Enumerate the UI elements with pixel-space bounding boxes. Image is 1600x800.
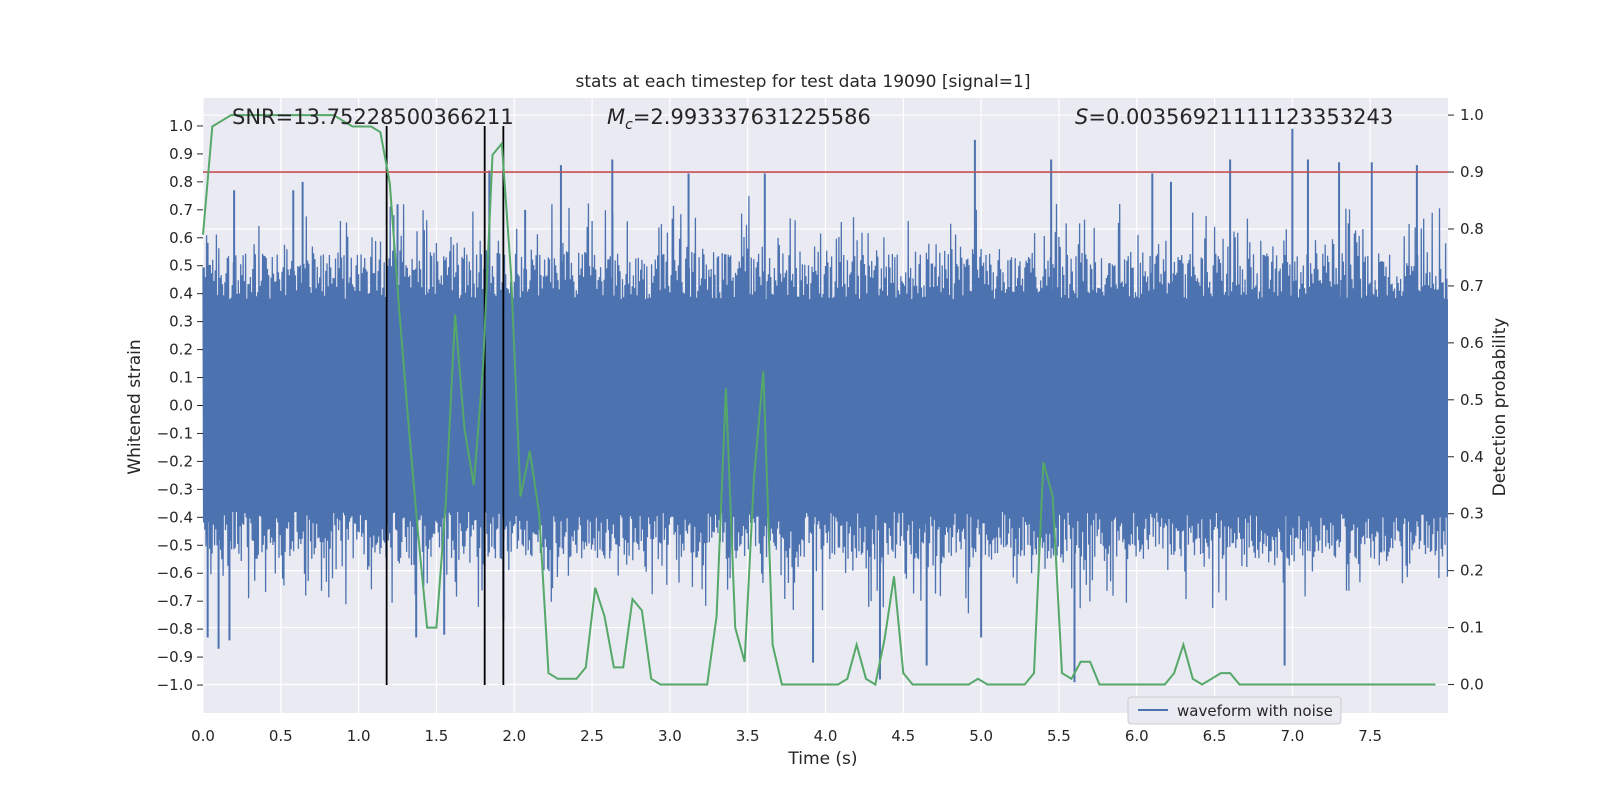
right-tick-label: 0.1	[1460, 619, 1484, 637]
x-tick-label: 0.5	[269, 727, 293, 745]
right-tick-label: 0.0	[1460, 676, 1484, 694]
right-tick-label: 0.6	[1460, 334, 1484, 352]
left-tick-label: 0.4	[169, 285, 193, 303]
left-tick-label: −0.2	[157, 452, 193, 470]
left-tick-label: 1.0	[169, 117, 193, 135]
x-tick-label: 7.5	[1358, 727, 1382, 745]
right-tick-label: 0.4	[1460, 448, 1484, 466]
mc-subscript: c	[625, 117, 633, 133]
mc-symbol: M	[607, 105, 625, 129]
left-tick-label: −0.3	[157, 480, 193, 498]
legend-label: waveform with noise	[1177, 702, 1333, 720]
x-axis-ticks: 0.0 0.5 1.0 1.5 2.0 2.5 3.0 3.5 4.0 4.5 5.0 5.5 6.0 6…	[191, 727, 1382, 745]
left-tick-label: 0.9	[169, 145, 193, 163]
left-tick-label: 0.7	[169, 201, 193, 219]
x-tick-label: 4.5	[891, 727, 915, 745]
detection-probability-series	[202, 114, 1436, 687]
x-tick-label: 6.5	[1203, 727, 1227, 745]
x-tick-label: 2.5	[580, 727, 604, 745]
left-tick-label: 0.3	[169, 313, 193, 331]
probability-line	[202, 114, 1436, 687]
vertical-markers	[385, 125, 505, 686]
right-axis-ticks: 1.0 0.9 0.8 0.7 0.6 0.5 0.4 0.3 0.2 0.1 0.0	[1448, 106, 1484, 694]
left-tick-label: −0.8	[157, 620, 193, 638]
x-tick-label: 6.0	[1125, 727, 1149, 745]
left-tick-label: 0.6	[169, 229, 193, 247]
left-axis-label: Whitened strain	[125, 339, 145, 474]
x-tick-label: 7.0	[1280, 727, 1304, 745]
x-tick-label: 5.0	[969, 727, 993, 745]
left-tick-label: −0.1	[157, 424, 193, 442]
x-tick-label: 1.0	[347, 727, 371, 745]
left-tick-label: −0.6	[157, 564, 193, 582]
right-axis-label: Detection probability	[1490, 318, 1510, 497]
left-tick-label: 0.5	[169, 257, 193, 275]
chart-title: stats at each timestep for test data 190…	[576, 72, 1031, 92]
left-tick-label: −0.7	[157, 592, 193, 610]
left-tick-label: 0.0	[169, 397, 193, 415]
left-tick-label: 0.2	[169, 341, 193, 359]
snr-annotation: SNR=13.75228500366211	[232, 105, 514, 129]
left-tick-label: −0.5	[157, 536, 193, 554]
right-tick-label: 0.3	[1460, 505, 1484, 523]
x-tick-label: 4.0	[814, 727, 838, 745]
x-tick-label: 2.0	[502, 727, 526, 745]
left-tick-label: 0.1	[169, 369, 193, 387]
right-tick-label: 0.9	[1460, 163, 1484, 181]
s-value: =0.00356921111123353243	[1088, 105, 1393, 129]
waveform-series	[202, 128, 1449, 683]
x-tick-label: 0.0	[191, 727, 215, 745]
right-tick-label: 1.0	[1460, 106, 1484, 124]
right-tick-label: 0.5	[1460, 391, 1484, 409]
right-tick-label: 0.7	[1460, 277, 1484, 295]
waveform-core	[203, 299, 1448, 512]
right-tick-label: 0.2	[1460, 562, 1484, 580]
x-tick-label: 1.5	[425, 727, 449, 745]
x-tick-label: 3.5	[736, 727, 760, 745]
legend: waveform with noise	[1127, 696, 1342, 725]
left-tick-label: −1.0	[157, 676, 193, 694]
legend-box	[1127, 696, 1342, 725]
chirp-mass-annotation: Mc=2.993337631225586	[607, 105, 871, 133]
s-annotation: S=0.00356921111123353243	[1075, 105, 1393, 129]
right-tick-label: 0.8	[1460, 220, 1484, 238]
mc-value: =2.993337631225586	[633, 105, 871, 129]
left-axis-ticks: 1.0 0.9 0.8 0.7 0.6 0.5 0.4 0.3 0.2 0.1 0.0 −0.1 −0.…	[157, 117, 203, 694]
left-tick-label: 0.8	[169, 173, 193, 191]
s-symbol: S	[1075, 105, 1088, 129]
left-tick-label: −0.9	[157, 648, 193, 666]
x-tick-label: 5.5	[1047, 727, 1071, 745]
x-axis-label: Time (s)	[787, 749, 857, 769]
left-tick-label: −0.4	[157, 508, 193, 526]
x-tick-label: 3.0	[658, 727, 682, 745]
